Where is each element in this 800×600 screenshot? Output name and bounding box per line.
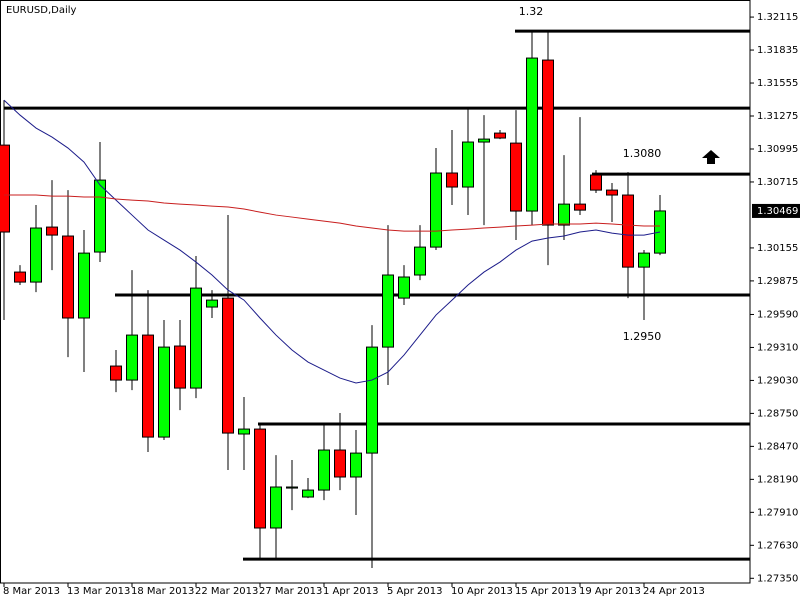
candle-body (142, 334, 154, 438)
candle-body (510, 142, 522, 212)
y-tick-label: 1.30715 (757, 177, 798, 188)
candle-body (318, 449, 330, 491)
candle-body (334, 449, 346, 478)
y-tick-label: 1.31275 (757, 111, 798, 122)
candle-body (30, 227, 42, 283)
candle-body (286, 486, 298, 489)
candle-body (350, 452, 362, 478)
up-arrow (702, 150, 720, 164)
plot-frame (0, 0, 751, 584)
candle-body (366, 346, 378, 454)
y-tick-label: 1.29590 (757, 309, 798, 320)
candle-body (78, 252, 90, 319)
annotation: 1.2950 (623, 330, 662, 343)
y-tick-label: 1.31835 (757, 45, 798, 56)
candle-body (238, 428, 250, 435)
candle-body (414, 246, 426, 276)
moving-average (4, 194, 660, 232)
y-tick-label: 1.29875 (757, 276, 798, 287)
y-tick-label: 1.29030 (757, 375, 798, 386)
candle-body (398, 276, 410, 299)
y-tick-label: 1.27630 (757, 540, 798, 551)
annotation: 1.32 (519, 5, 544, 18)
annotation: 1.3080 (623, 147, 662, 160)
candle-body (0, 144, 10, 233)
candle-body (574, 203, 586, 211)
candle-body (558, 203, 570, 226)
candle-body (494, 132, 506, 139)
x-tick-label: 15 Apr 2013 (515, 586, 577, 597)
y-tick-label: 1.28750 (757, 408, 798, 419)
x-tick-label: 27 Mar 2013 (259, 586, 322, 597)
last-price-box (752, 203, 800, 218)
candle-body (446, 172, 458, 188)
candle-body (46, 226, 58, 236)
y-tick-label: 1.27910 (757, 507, 798, 518)
candle-body (542, 59, 554, 226)
candle-body (606, 189, 618, 196)
candle-body (478, 138, 490, 143)
x-tick-label: 19 Apr 2013 (579, 586, 641, 597)
y-tick-label: 1.29310 (757, 342, 798, 353)
x-tick-label: 10 Apr 2013 (451, 586, 513, 597)
y-tick-label: 1.32115 (757, 12, 798, 23)
x-tick-label: 1 Apr 2013 (323, 586, 378, 597)
x-tick-label: 24 Apr 2013 (643, 586, 705, 597)
candle-body (222, 297, 234, 434)
candle-body (174, 345, 186, 389)
y-tick-label: 1.28190 (757, 474, 798, 485)
candle-body (190, 287, 202, 389)
y-tick-label: 1.31555 (757, 78, 798, 89)
candle-body (302, 489, 314, 498)
chart-title: EURUSD,Daily (6, 5, 77, 16)
y-tick-label: 1.28470 (757, 441, 798, 452)
candle-body (622, 194, 634, 268)
candle-body (94, 179, 106, 253)
candle-body (638, 252, 650, 268)
candle-body (62, 235, 74, 319)
x-tick-label: 22 Mar 2013 (195, 586, 258, 597)
candle-body (382, 274, 394, 348)
candle-body (430, 172, 442, 248)
candle-body (462, 141, 474, 188)
moving-average (3, 99, 661, 384)
candle-body (14, 271, 26, 283)
x-tick-label: 8 Mar 2013 (3, 586, 60, 597)
y-tick-label: 1.30995 (757, 144, 798, 155)
candle-body (206, 299, 218, 308)
candle-body (126, 334, 138, 381)
candle-body (158, 346, 170, 438)
candle-body (526, 57, 538, 212)
candle-body (254, 428, 266, 529)
x-tick-label: 18 Mar 2013 (131, 586, 194, 597)
y-tick-label: 1.27350 (757, 573, 798, 584)
last-price-label: 1.30469 (757, 206, 798, 217)
candle-body (270, 486, 282, 529)
candle-body (110, 365, 122, 381)
x-tick-label: 5 Apr 2013 (387, 586, 442, 597)
candle-body (590, 174, 602, 191)
x-tick-label: 13 Mar 2013 (67, 586, 130, 597)
y-tick-label: 1.30155 (757, 243, 798, 254)
